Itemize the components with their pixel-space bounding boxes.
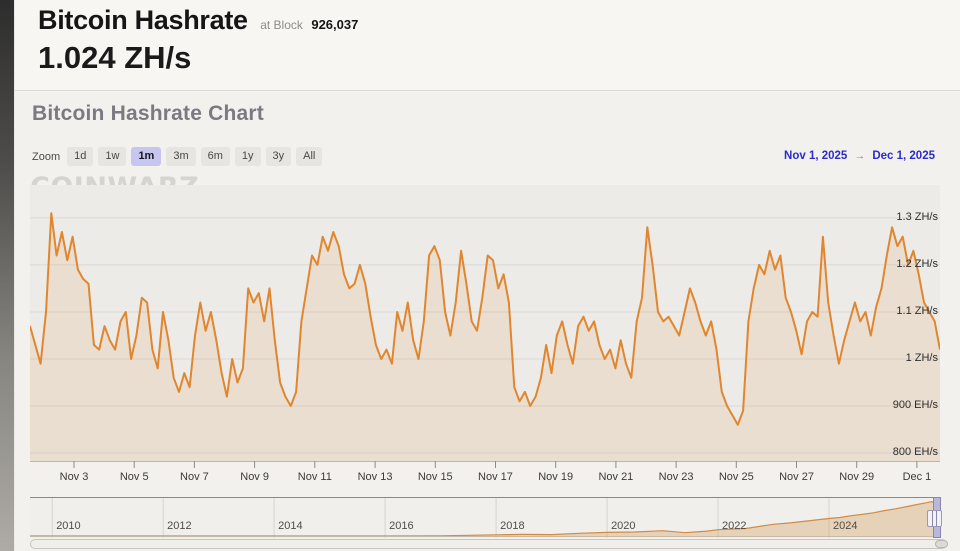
zoom-button-6m[interactable]: 6m bbox=[200, 147, 230, 166]
scrollbar-track[interactable] bbox=[30, 539, 947, 549]
title-row: Bitcoin Hashrate at Block 926,037 bbox=[38, 5, 358, 36]
navigator-handle-grip-icon[interactable] bbox=[927, 510, 942, 527]
y-axis-label: 1.1 ZH/s bbox=[896, 304, 938, 317]
header: Bitcoin Hashrate at Block 926,037 1.024 … bbox=[15, 0, 960, 91]
x-axis-label: Nov 11 bbox=[297, 471, 332, 483]
date-range-arrow-icon: → bbox=[854, 150, 866, 162]
x-axis-label: Nov 15 bbox=[417, 471, 453, 483]
navigator-year-label: 2010 bbox=[56, 520, 81, 532]
zoom-buttons: Zoom 1d 1w 1m 3m 6m 1y 3y All bbox=[32, 147, 323, 166]
y-axis-label: 1.3 ZH/s bbox=[896, 210, 938, 223]
zoom-button-1w[interactable]: 1w bbox=[98, 147, 127, 166]
navigator-svg bbox=[30, 498, 940, 538]
y-axis-label: 800 EH/s bbox=[892, 446, 938, 458]
x-axis-label: Nov 29 bbox=[839, 471, 875, 483]
x-axis-label: Nov 23 bbox=[658, 471, 694, 483]
navigator-series-area bbox=[30, 501, 936, 536]
navigator-year-label: 2012 bbox=[167, 520, 192, 532]
x-axis-label: Nov 17 bbox=[478, 471, 513, 483]
zoom-button-1y[interactable]: 1y bbox=[234, 147, 261, 166]
x-axis-label: Nov 7 bbox=[180, 471, 209, 483]
hashrate-chart-plot-area[interactable] bbox=[30, 185, 940, 469]
hashrate-chart-svg bbox=[30, 185, 940, 468]
zoom-label: Zoom bbox=[32, 150, 61, 163]
chart-card: Bitcoin Hashrate Chart Zoom 1d 1w 1m 3m 6m 1y… bbox=[15, 92, 960, 551]
navigator-year-label: 2014 bbox=[278, 520, 303, 532]
zoom-button-3y[interactable]: 3y bbox=[265, 147, 292, 166]
navigator-year-label: 2016 bbox=[389, 520, 414, 532]
page-title: Bitcoin Hashrate bbox=[38, 5, 248, 35]
chart-title: Bitcoin Hashrate Chart bbox=[32, 102, 264, 125]
navigator-year-label: 2018 bbox=[500, 520, 525, 532]
zoom-button-1d[interactable]: 1d bbox=[67, 147, 94, 166]
hashrate-series-area bbox=[30, 213, 940, 461]
date-range: Nov 1, 2025 → Dec 1, 2025 bbox=[784, 150, 935, 162]
date-to-input[interactable]: Dec 1, 2025 bbox=[872, 150, 935, 162]
at-block-label: at Block bbox=[260, 18, 303, 32]
x-axis-label: Nov 25 bbox=[718, 471, 754, 483]
x-axis-label: Nov 9 bbox=[240, 471, 269, 483]
date-from-input[interactable]: Nov 1, 2025 bbox=[784, 150, 848, 162]
x-axis-label: Dec 1 bbox=[902, 471, 932, 483]
x-axis-label: Nov 5 bbox=[119, 471, 149, 483]
y-axis-label: 1 ZH/s bbox=[905, 351, 938, 364]
scrollbar-thumb[interactable] bbox=[935, 540, 948, 548]
y-axis-label: 1.2 ZH/s bbox=[896, 257, 938, 270]
x-axis-label: Nov 13 bbox=[357, 471, 393, 483]
current-hashrate-value: 1.024 ZH/s bbox=[38, 40, 192, 75]
navigator-year-label: 2022 bbox=[722, 520, 747, 532]
hashrate-series-line bbox=[30, 212, 940, 426]
zoom-button-3m[interactable]: 3m bbox=[166, 147, 196, 166]
navigator[interactable] bbox=[30, 497, 940, 538]
zoom-button-all[interactable]: All bbox=[296, 147, 323, 166]
zoom-button-1m[interactable]: 1m bbox=[131, 147, 162, 166]
navigator-year-label: 2020 bbox=[611, 520, 636, 532]
x-axis-label: Nov 21 bbox=[598, 471, 634, 483]
x-axis-label: Nov 27 bbox=[779, 471, 814, 483]
x-axis-label: Nov 19 bbox=[538, 471, 574, 483]
window-edge-strip bbox=[0, 0, 15, 551]
navigator-year-label: 2024 bbox=[833, 520, 858, 532]
block-number: 926,037 bbox=[311, 17, 359, 32]
y-axis-label: 900 EH/s bbox=[892, 398, 938, 411]
x-axis-label: Nov 3 bbox=[59, 471, 89, 483]
